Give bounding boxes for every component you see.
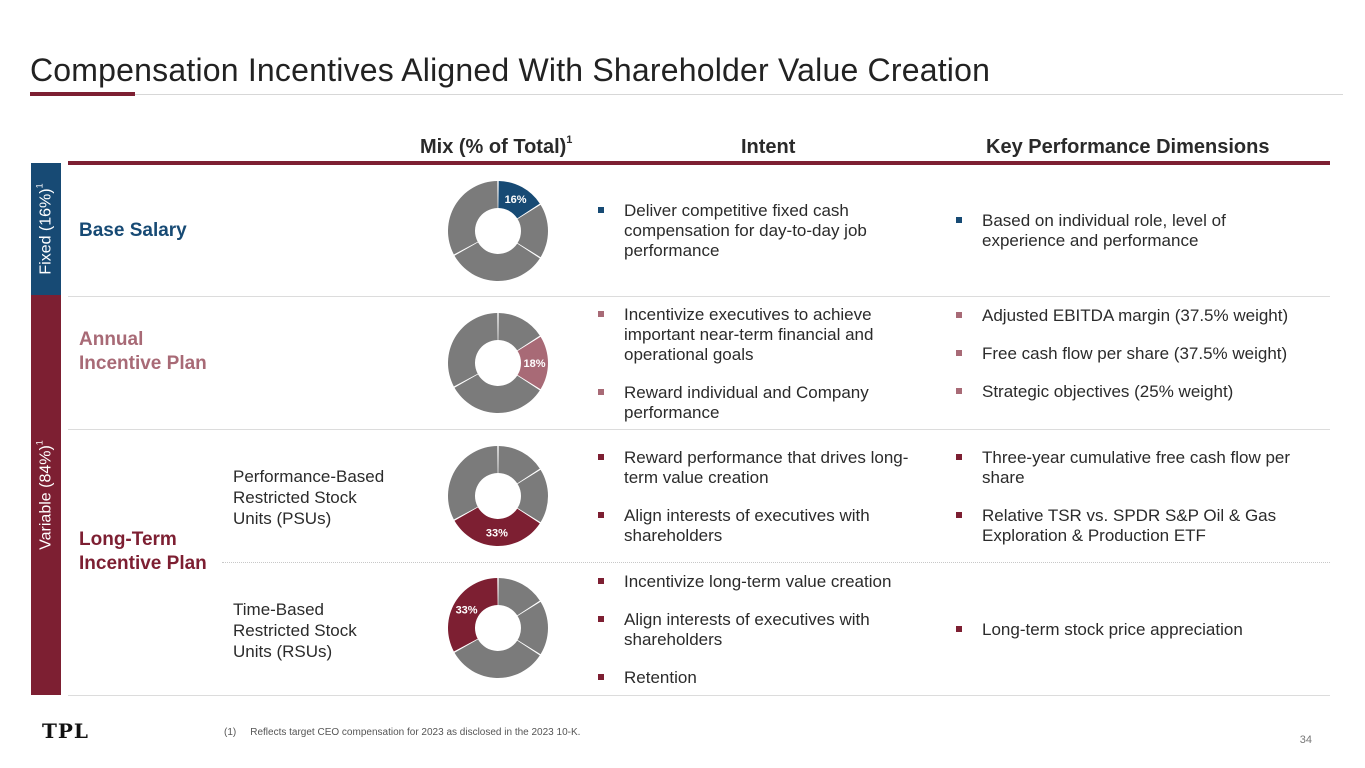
rsu-percent-label: 33% xyxy=(456,604,478,616)
list-item: Incentivize executives to achieve import… xyxy=(594,305,934,365)
list-item: Reward individual and Company performanc… xyxy=(594,383,934,423)
tpl-logo: TPL xyxy=(42,719,89,743)
fixed-side-bar: Fixed (16%)1 xyxy=(31,163,61,295)
list-item: Strategic objectives (25% weight) xyxy=(952,382,1322,402)
list-item: Three-year cumulative free cash flow per… xyxy=(952,448,1322,488)
annual-incentive-slice xyxy=(454,374,540,413)
list-item: Based on individual role, level of exper… xyxy=(952,211,1292,251)
page-number: 34 xyxy=(1299,734,1312,746)
rsu-donut: 33% xyxy=(446,576,550,680)
row-divider xyxy=(68,296,1330,297)
psu-slice xyxy=(448,446,498,520)
rsu-kpd-list: Long-term stock price appreciation xyxy=(952,620,1322,640)
list-item: Align interests of executives with share… xyxy=(594,610,944,650)
row-divider xyxy=(68,429,1330,430)
rsu-intent-list: Incentivize long-term value creation Ali… xyxy=(594,572,944,688)
rsu-slice xyxy=(454,639,540,678)
annual-incentive-percent-label: 18% xyxy=(523,358,545,370)
rsu-label: Time-Based Restricted Stock Units (RSUs) xyxy=(233,600,357,661)
variable-side-bar: Variable (84%)1 xyxy=(31,295,61,695)
base-salary-label: Base Salary xyxy=(79,220,187,241)
list-item: Deliver competitive fixed cash compensat… xyxy=(594,201,924,261)
row-divider xyxy=(68,695,1330,696)
footnote: (1) Reflects target CEO compensation for … xyxy=(224,727,581,738)
psu-percent-label: 33% xyxy=(486,527,508,539)
rsu-slice xyxy=(498,578,540,616)
base-salary-percent-label: 16% xyxy=(505,194,527,206)
annual-incentive-donut: 18% xyxy=(446,311,550,415)
base-salary-donut: 16% xyxy=(446,179,550,283)
psu-donut: 33% xyxy=(446,444,550,548)
annual-incentive-highlight-slice xyxy=(517,336,548,390)
psu-slice xyxy=(517,469,548,523)
annual-incentive-kpd-list: Adjusted EBITDA margin (37.5% weight) Fr… xyxy=(952,306,1322,402)
rsu-slice xyxy=(517,601,548,655)
row-divider-dotted xyxy=(222,562,1330,563)
base-salary-slice xyxy=(448,181,498,255)
list-item: Align interests of executives with share… xyxy=(594,506,934,546)
base-salary-intent-list: Deliver competitive fixed cash compensat… xyxy=(594,201,924,261)
page-title: Compensation Incentives Aligned With Sha… xyxy=(30,52,991,88)
column-header-mix: Mix (% of Total)1 xyxy=(420,134,573,158)
list-item: Relative TSR vs. SPDR S&P Oil & Gas Expl… xyxy=(952,506,1322,546)
column-header-intent: Intent xyxy=(741,136,796,158)
annual-incentive-intent-list: Incentivize executives to achieve import… xyxy=(594,305,934,423)
list-item: Incentivize long-term value creation xyxy=(594,572,944,592)
fixed-side-label: Fixed (16%)1 xyxy=(34,183,55,275)
title-divider xyxy=(30,94,1343,95)
list-item: Long-term stock price appreciation xyxy=(952,620,1322,640)
header-rule xyxy=(68,161,1330,165)
psu-slice xyxy=(498,446,540,484)
list-item: Retention xyxy=(594,668,944,688)
title-accent-bar xyxy=(30,92,135,96)
column-header-kpd: Key Performance Dimensions xyxy=(986,136,1270,158)
psu-kpd-list: Three-year cumulative free cash flow per… xyxy=(952,448,1322,546)
annual-incentive-slice xyxy=(448,313,498,387)
psu-highlight-slice xyxy=(454,507,540,546)
psu-intent-list: Reward performance that drives long-term… xyxy=(594,448,934,546)
list-item: Reward performance that drives long-term… xyxy=(594,448,934,488)
base-salary-slice xyxy=(454,242,540,281)
base-salary-slice xyxy=(517,204,548,258)
list-item: Adjusted EBITDA margin (37.5% weight) xyxy=(952,306,1322,326)
base-salary-kpd-list: Based on individual role, level of exper… xyxy=(952,211,1292,251)
variable-side-label: Variable (84%)1 xyxy=(34,440,55,550)
long-term-incentive-plan-label: Long-Term Incentive Plan xyxy=(79,529,207,574)
annual-incentive-plan-label: Annual Incentive Plan xyxy=(79,329,207,374)
list-item: Free cash flow per share (37.5% weight) xyxy=(952,344,1322,364)
psu-label: Performance-Based Restricted Stock Units… xyxy=(233,467,385,528)
rsu-highlight-slice xyxy=(448,578,498,652)
annual-incentive-slice xyxy=(498,313,540,351)
base-salary-highlight-slice xyxy=(498,181,540,219)
